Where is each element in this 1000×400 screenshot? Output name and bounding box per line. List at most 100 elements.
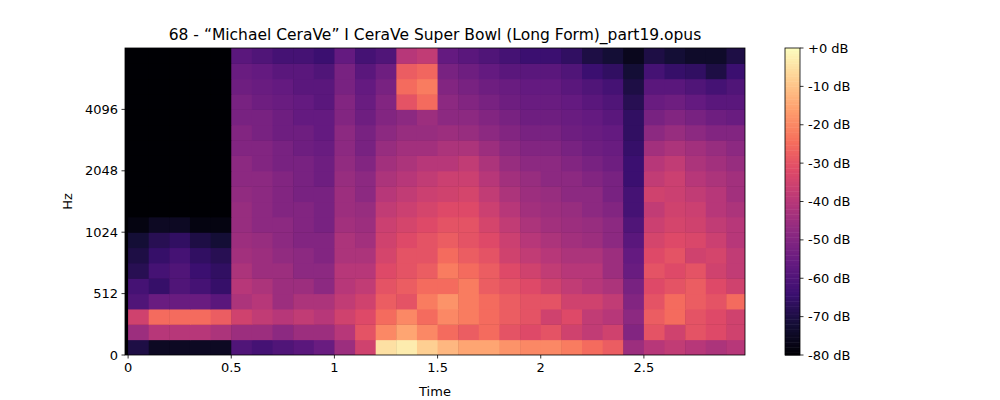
cell [438,232,459,248]
chart: 00.511.522.50512102420484096TimeHz68 - “… [0,0,1000,400]
colorbar-tick [800,355,804,356]
cell [169,155,190,171]
x-tick [128,355,129,359]
cell [623,340,644,355]
cell [438,48,459,64]
cell [314,202,335,218]
cell [376,278,397,294]
cell [685,63,706,79]
y-axis-label: Hz [60,193,75,210]
cell [128,155,149,171]
cell [314,217,335,233]
cell [541,217,562,233]
cell [293,171,314,187]
cell [417,171,438,187]
cell [726,278,745,294]
cell [314,125,335,141]
cell [499,263,520,279]
cell [499,217,520,233]
cell [623,109,644,125]
cell [685,94,706,110]
colorbar-tick-label: -40 dB [808,194,851,209]
cell [499,186,520,202]
cell [603,94,624,110]
cell [582,263,603,279]
cell [417,79,438,95]
cell [644,186,665,202]
cell [376,309,397,325]
cell [582,79,603,95]
cell [665,171,686,187]
cell [582,171,603,187]
cell [211,324,232,340]
cell [685,155,706,171]
cell [396,171,417,187]
cell [499,340,520,355]
x-tick-label: 0 [124,360,132,375]
colorbar-tick-label: +0 dB [808,41,848,56]
cell [190,109,211,125]
cell [685,278,706,294]
cell [376,94,397,110]
cell [582,125,603,141]
cell [685,263,706,279]
cell [376,217,397,233]
cell [644,324,665,340]
cell [293,294,314,310]
cell [190,309,211,325]
cell [479,171,500,187]
plot-frame [125,48,745,355]
cell [128,63,149,79]
cell [211,140,232,156]
cell [644,340,665,355]
cell [334,48,355,64]
cell [561,278,582,294]
cell [499,294,520,310]
cell [293,125,314,141]
cell [582,155,603,171]
cell [541,79,562,95]
cell [252,171,273,187]
cell [231,94,252,110]
cell [273,309,294,325]
cell [438,94,459,110]
cell [644,171,665,187]
cell [603,202,624,218]
cell [665,48,686,64]
cell [273,140,294,156]
cell [582,186,603,202]
cell [190,48,211,64]
cell [438,63,459,79]
cell [582,48,603,64]
cell [273,171,294,187]
cell [726,109,745,125]
cell [479,309,500,325]
cell [665,217,686,233]
cell [169,217,190,233]
cell [149,217,170,233]
cell [685,79,706,95]
cell [520,79,541,95]
cell [458,248,479,264]
x-tick [540,355,541,359]
cell [169,48,190,64]
cell [396,340,417,355]
cell [314,48,335,64]
colorbar-tick-label: -30 dB [808,156,851,171]
cell [499,248,520,264]
cell [190,263,211,279]
cell [644,48,665,64]
cell [438,140,459,156]
cell [314,171,335,187]
cell [541,232,562,248]
cell [314,340,335,355]
cell [665,278,686,294]
cell [706,155,727,171]
cell [665,186,686,202]
cell [665,263,686,279]
cell [396,278,417,294]
cell [252,278,273,294]
cell [726,155,745,171]
cell [603,248,624,264]
cell [479,324,500,340]
